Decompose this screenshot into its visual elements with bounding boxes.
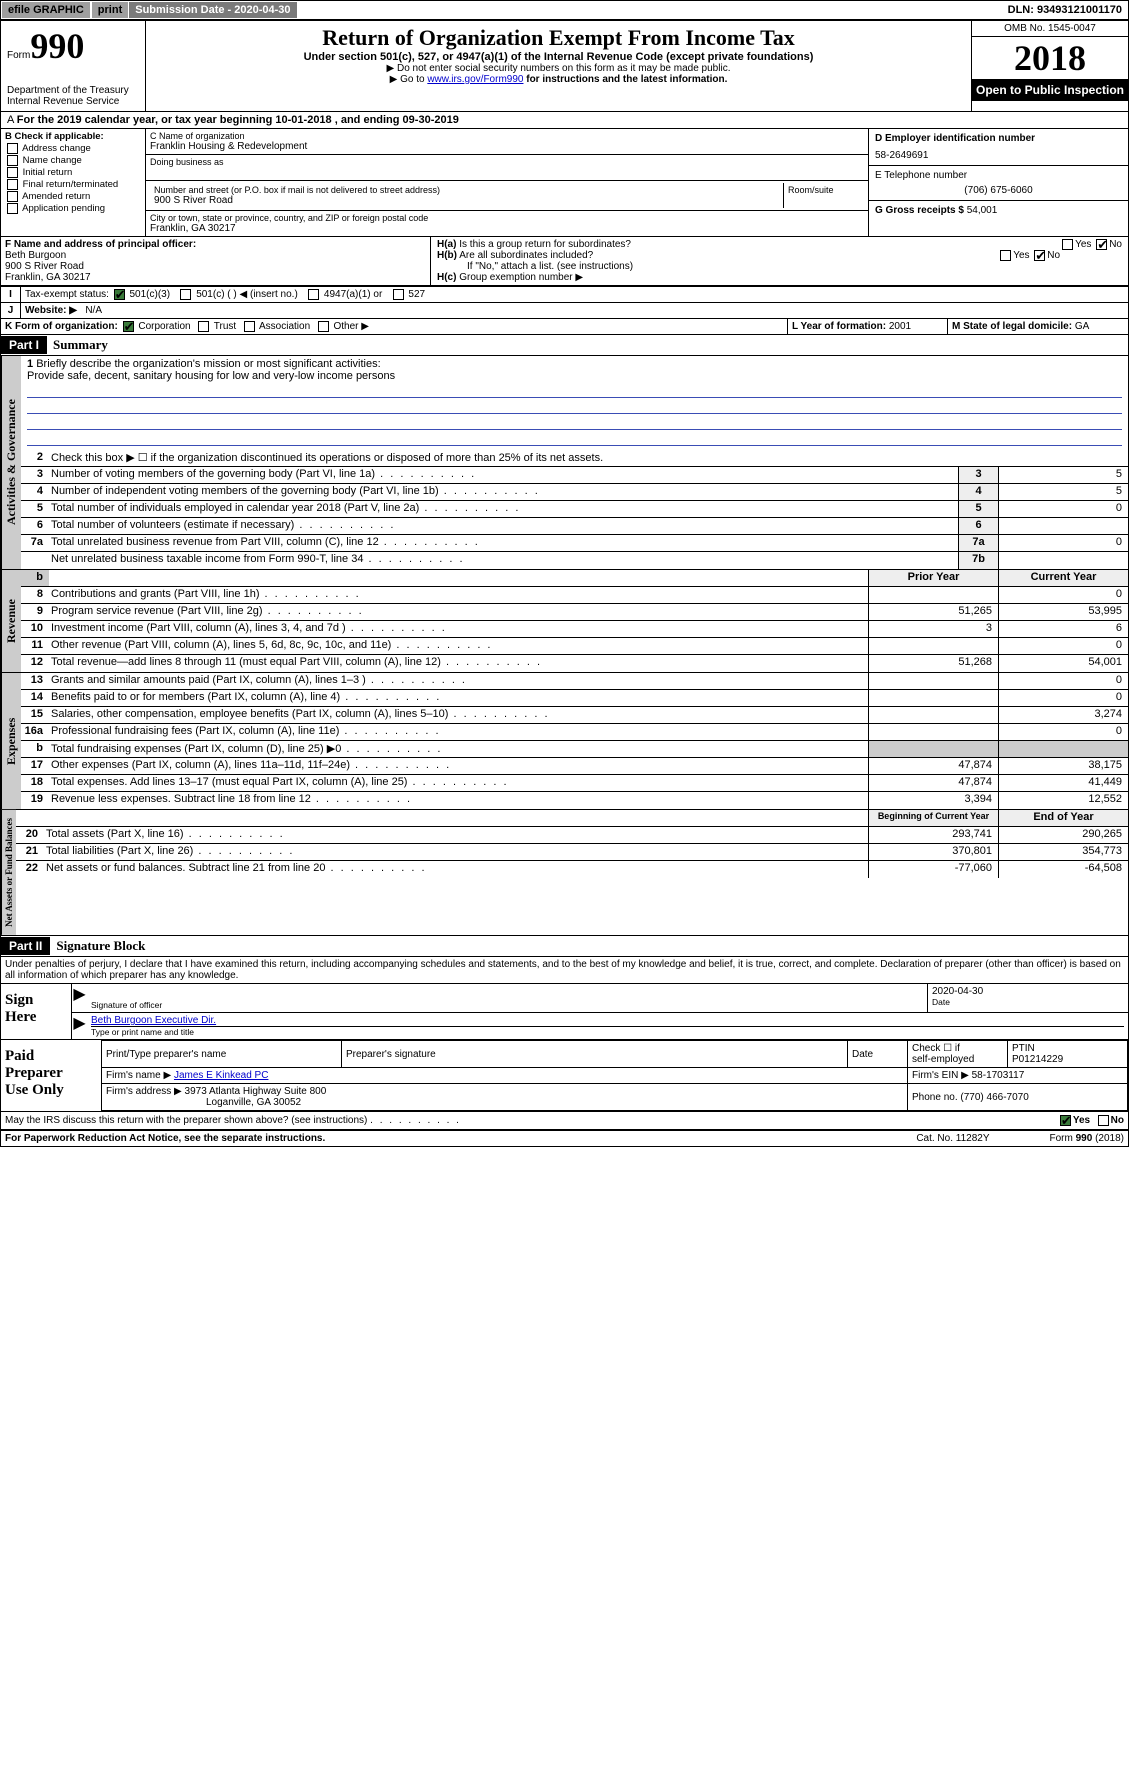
top-toolbar: efile GRAPHIC print Submission Date - 20…	[0, 0, 1129, 20]
officer-addr1: 900 S River Road	[5, 261, 426, 272]
sign-date: 2020-04-30	[932, 986, 1124, 997]
dln-label: DLN: 93493121001170	[1002, 2, 1128, 18]
form-container: Form990 Department of the Treasury Inter…	[0, 20, 1129, 1147]
line-20: 20 Total assets (Part X, line 16) 293,74…	[16, 827, 1128, 844]
section-f: F Name and address of principal officer:…	[1, 237, 431, 285]
year-cell: OMB No. 1545-0047 2018 Open to Public In…	[972, 21, 1128, 111]
line-b: b Total fundraising expenses (Part IX, c…	[21, 741, 1128, 758]
phone: (706) 675-6060	[875, 185, 1122, 196]
revenue-section: Revenue bPrior YearCurrent Year 8 Contri…	[1, 570, 1128, 673]
city-state-zip: Franklin, GA 30217	[150, 223, 864, 234]
line-21: 21 Total liabilities (Part X, line 26) 3…	[16, 844, 1128, 861]
form-header: Form990 Department of the Treasury Inter…	[1, 21, 1128, 112]
dept-treasury: Department of the Treasury	[7, 85, 139, 96]
form-word: Form	[7, 50, 30, 61]
section-d-e-g: D Employer identification number58-26496…	[868, 129, 1128, 236]
firm-addr2: Loganville, GA 30052	[106, 1097, 301, 1108]
discuss-row: May the IRS discuss this return with the…	[1, 1112, 1128, 1130]
title-cell: Return of Organization Exempt From Incom…	[146, 21, 972, 111]
org-name: Franklin Housing & Redevelopment	[150, 141, 864, 152]
line-13: 13 Grants and similar amounts paid (Part…	[21, 673, 1128, 690]
line-11: 11 Other revenue (Part VIII, column (A),…	[21, 638, 1128, 655]
submission-spacer	[297, 8, 309, 12]
line-19: 19 Revenue less expenses. Subtract line …	[21, 792, 1128, 809]
b-label: B Check if applicable:	[5, 131, 141, 142]
dept-irs: Internal Revenue Service	[7, 96, 139, 107]
line-4: 4 Number of independent voting members o…	[21, 484, 1128, 501]
omb-number: OMB No. 1545-0047	[972, 21, 1128, 37]
line-7b: Net unrelated business taxable income fr…	[21, 552, 1128, 569]
ptin: P01214229	[1012, 1054, 1123, 1065]
line-22: 22 Net assets or fund balances. Subtract…	[16, 861, 1128, 878]
officer-name: Beth Burgoon	[5, 250, 426, 261]
officer-addr2: Franklin, GA 30217	[5, 272, 426, 283]
website: N/A	[85, 305, 102, 316]
expenses-section: Expenses 13 Grants and similar amounts p…	[1, 673, 1128, 810]
cat-no: Cat. No. 11282Y	[916, 1133, 989, 1144]
section-j: J Website: ▶ N/A	[1, 303, 1128, 319]
section-b-to-g: B Check if applicable: Address change Na…	[1, 129, 1128, 237]
ein: 58-2649691	[875, 150, 1122, 161]
firm-ein: 58-1703117	[972, 1070, 1025, 1081]
form-title: Return of Organization Exempt From Incom…	[156, 25, 961, 51]
section-k-l-m: K Form of organization: Corporation Trus…	[1, 319, 1128, 335]
section-i: I Tax-exempt status: 501(c)(3) 501(c) ( …	[1, 286, 1128, 303]
section-b: B Check if applicable: Address change Na…	[1, 129, 146, 236]
line-15: 15 Salaries, other compensation, employe…	[21, 707, 1128, 724]
year-formation: 2001	[889, 321, 911, 332]
sign-here: SignHere ▶ Signature of officer 2020-04-…	[1, 984, 1128, 1040]
line-6: 6 Total number of volunteers (estimate i…	[21, 518, 1128, 535]
print-button[interactable]: print	[92, 2, 128, 18]
submission-date: Submission Date - 2020-04-30	[129, 2, 296, 18]
footer: For Paperwork Reduction Act Notice, see …	[1, 1130, 1128, 1146]
irs-link[interactable]: www.irs.gov/Form990	[427, 74, 523, 85]
line-a: A For the 2019 calendar year, or tax yea…	[1, 112, 1128, 129]
section-h: H(a) Is this a group return for subordin…	[431, 237, 1128, 285]
tax-year: 2018	[972, 37, 1128, 79]
line-17: 17 Other expenses (Part IX, column (A), …	[21, 758, 1128, 775]
line-5: 5 Total number of individuals employed i…	[21, 501, 1128, 518]
vtab-activities: Activities & Governance	[1, 356, 21, 569]
firm-phone: (770) 466-7070	[960, 1092, 1028, 1103]
line-14: 14 Benefits paid to or for members (Part…	[21, 690, 1128, 707]
efile-button[interactable]: efile GRAPHIC	[2, 2, 90, 18]
form-subtitle: Under section 501(c), 527, or 4947(a)(1)…	[156, 51, 961, 63]
officer-signed-name[interactable]: Beth Burgoon Executive Dir.	[91, 1015, 216, 1026]
line-3: 3 Number of voting members of the govern…	[21, 467, 1128, 484]
domicile-state: GA	[1075, 321, 1089, 332]
paid-preparer: PaidPreparerUse Only Print/Type preparer…	[1, 1040, 1128, 1112]
line-8: 8 Contributions and grants (Part VIII, l…	[21, 587, 1128, 604]
vtab-net: Net Assets or Fund Balances	[1, 810, 16, 935]
form-note-1: ▶ Do not enter social security numbers o…	[156, 63, 961, 74]
section-c: C Name of organizationFranklin Housing &…	[146, 129, 868, 236]
street-address: 900 S River Road	[154, 195, 779, 206]
form-note-2: ▶ Go to www.irs.gov/Form990 for instruct…	[156, 74, 961, 85]
perjury-statement: Under penalties of perjury, I declare th…	[1, 957, 1128, 984]
vtab-revenue: Revenue	[1, 570, 21, 672]
gross-receipts: 54,001	[967, 205, 998, 216]
activities-governance: Activities & Governance 1 Briefly descri…	[1, 356, 1128, 570]
firm-name-link[interactable]: James E Kinkead PC	[174, 1070, 269, 1081]
line-12: 12 Total revenue—add lines 8 through 11 …	[21, 655, 1128, 672]
form-id-cell: Form990 Department of the Treasury Inter…	[1, 21, 146, 111]
section-f-h: F Name and address of principal officer:…	[1, 237, 1128, 286]
line-7a: 7a Total unrelated business revenue from…	[21, 535, 1128, 552]
pra-notice: For Paperwork Reduction Act Notice, see …	[5, 1133, 325, 1144]
mission-text: Provide safe, decent, sanitary housing f…	[27, 370, 395, 382]
line-18: 18 Total expenses. Add lines 13–17 (must…	[21, 775, 1128, 792]
part1-header: Part I Summary	[1, 335, 1128, 356]
net-assets-section: Net Assets or Fund Balances Beginning of…	[1, 810, 1128, 936]
vtab-expenses: Expenses	[1, 673, 21, 809]
form-number: 990	[30, 26, 84, 66]
part2-header: Part II Signature Block	[1, 936, 1128, 957]
line-9: 9 Program service revenue (Part VIII, li…	[21, 604, 1128, 621]
firm-addr1: 3973 Atlanta Highway Suite 800	[185, 1086, 327, 1097]
line-10: 10 Investment income (Part VIII, column …	[21, 621, 1128, 638]
line-16a: 16a Professional fundraising fees (Part …	[21, 724, 1128, 741]
open-inspection: Open to Public Inspection	[972, 79, 1128, 101]
